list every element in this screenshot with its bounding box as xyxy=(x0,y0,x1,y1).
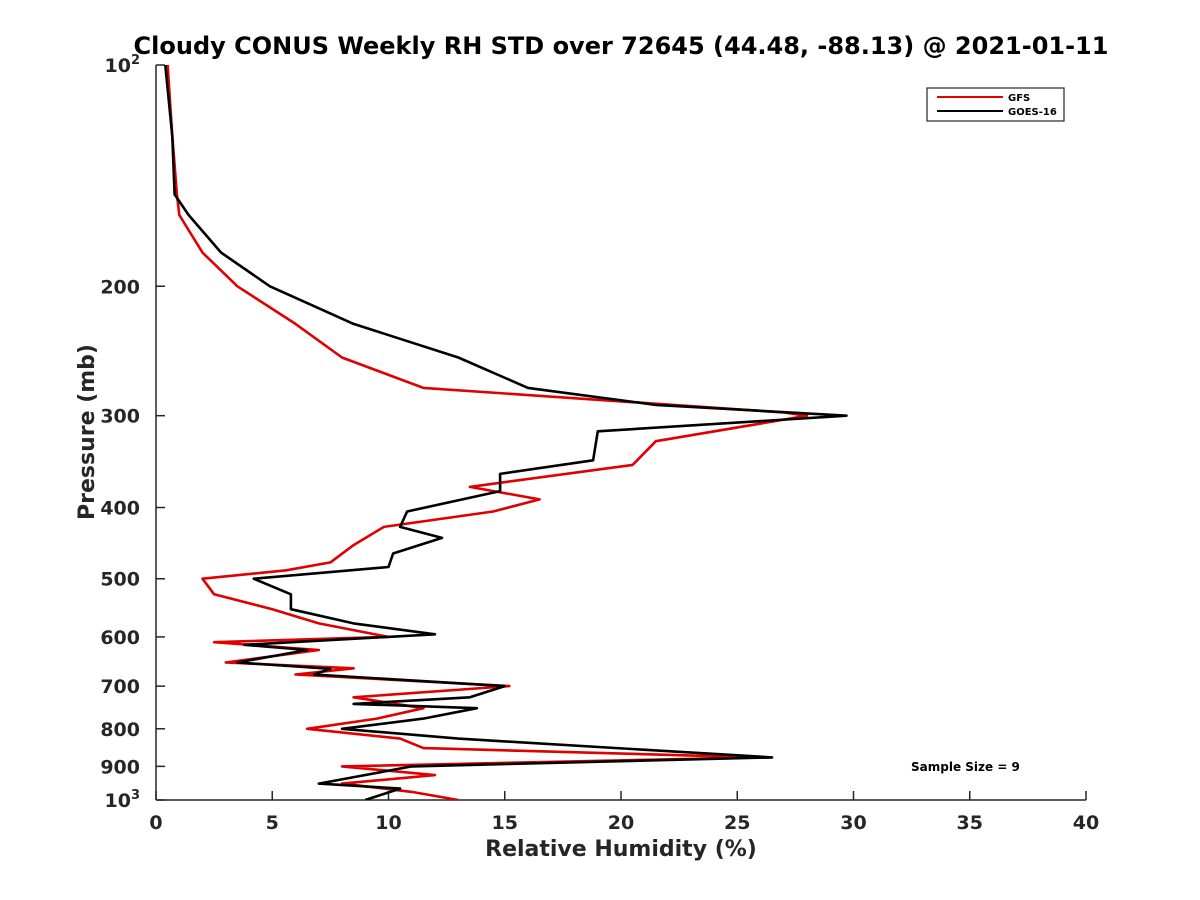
sample-size-annotation: Sample Size = 9 xyxy=(911,760,1020,774)
y-tick-label: 103 xyxy=(105,788,141,812)
x-tick-label: 0 xyxy=(149,812,162,834)
y-tick-label: 700 xyxy=(100,676,140,698)
legend-label-goes16: GOES-16 xyxy=(1008,107,1057,118)
y-tick-label: 102 xyxy=(105,53,141,77)
axes xyxy=(155,65,1086,801)
x-axis-label: Relative Humidity (%) xyxy=(485,837,757,862)
y-tick-label: 200 xyxy=(100,276,140,298)
x-tick-label: 15 xyxy=(492,812,518,834)
y-tick-label: 600 xyxy=(100,627,140,649)
legend-frame xyxy=(926,87,1065,122)
y-axis-ticks: 102 200 300 400 500 600 700 800 900 103 xyxy=(100,53,165,812)
x-tick-label: 35 xyxy=(957,812,983,834)
series-line-goes16 xyxy=(164,65,848,800)
legend: GFS GOES-16 xyxy=(926,87,1065,122)
y-tick-label: 400 xyxy=(100,498,140,520)
y-axis-label: Pressure (mb) xyxy=(75,344,100,520)
y-tick-label: 900 xyxy=(100,756,140,778)
y-tick-label: 800 xyxy=(100,719,140,741)
y-tick-label: 300 xyxy=(100,406,140,428)
series-line-gfs xyxy=(166,65,809,800)
x-tick-label: 25 xyxy=(724,812,750,834)
y-tick-label: 500 xyxy=(100,569,140,591)
x-tick-label: 5 xyxy=(266,812,279,834)
x-tick-label: 40 xyxy=(1073,812,1099,834)
x-tick-label: 20 xyxy=(608,812,634,834)
x-axis-ticks: 0 5 10 15 20 25 30 35 40 xyxy=(149,791,1099,834)
chart-title: Cloudy CONUS Weekly RH STD over 72645 (4… xyxy=(134,32,1109,60)
legend-label-gfs: GFS xyxy=(1008,93,1030,104)
series-lines xyxy=(164,65,848,800)
x-tick-label: 10 xyxy=(375,812,401,834)
x-tick-label: 30 xyxy=(840,812,866,834)
